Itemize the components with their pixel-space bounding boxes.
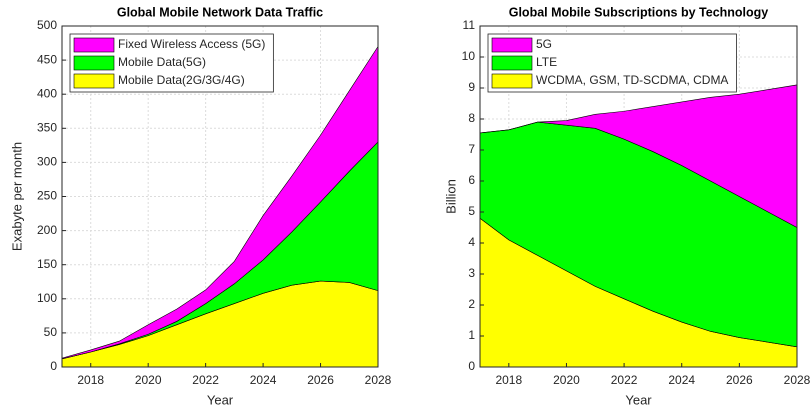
legend-label: 5G — [536, 37, 552, 51]
legend-swatch — [73, 37, 115, 53]
x-tick-label: 2022 — [611, 373, 638, 387]
legend-swatch — [73, 55, 115, 71]
y-tick-label: 100 — [37, 291, 57, 305]
y-tick-label: 0 — [468, 359, 475, 373]
legend-swatch — [73, 73, 115, 89]
legend-label: Mobile Data(5G) — [118, 55, 206, 69]
chart: 0 50 100 150 200 250 300 350 400 450 500 2018 2020 20… — [9, 5, 391, 407]
x-tick-label: 2018 — [77, 373, 104, 387]
legend-swatch — [491, 37, 533, 53]
x-tick-label: 2026 — [307, 373, 334, 387]
y-tick-label: 5 — [468, 204, 475, 218]
x-tick-label: 2018 — [495, 373, 522, 387]
y-tick-label: 1 — [468, 328, 475, 342]
y-tick-label: 3 — [468, 266, 475, 280]
x-tick-label: 2024 — [668, 373, 695, 387]
chart-title: Global Mobile Network Data Traffic — [117, 5, 323, 19]
y-tick-label: 250 — [37, 189, 57, 203]
x-tick-label: 2026 — [726, 373, 753, 387]
y-tick-label: 500 — [37, 18, 57, 32]
y-axis-label: Exabyte per month — [9, 142, 24, 251]
legend-label: Mobile Data(2G/3G/4G) — [118, 73, 245, 87]
x-axis-label: Year — [207, 392, 234, 407]
x-axis-label: Year — [625, 392, 652, 407]
y-tick-label: 10 — [462, 49, 476, 63]
x-tick-label: 2020 — [135, 373, 162, 387]
y-axis-label: Billion — [443, 179, 458, 214]
x-tick-label: 2022 — [192, 373, 219, 387]
y-tick-label: 200 — [37, 223, 57, 237]
legend-label: Fixed Wireless Access (5G) — [118, 37, 265, 51]
y-tick-label: 50 — [44, 325, 58, 339]
y-tick-label: 450 — [37, 52, 57, 66]
y-tick-label: 300 — [37, 155, 57, 169]
y-tick-label: 7 — [468, 142, 475, 156]
legend: 5G LTE WCDMA, GSM, TD-SCDMA, CDMA — [487, 33, 737, 93]
chart-title: Global Mobile Subscriptions by Technolog… — [509, 5, 769, 19]
x-tick-label: 2028 — [784, 373, 811, 387]
legend-label: WCDMA, GSM, TD-SCDMA, CDMA — [536, 73, 728, 87]
plot-frame — [479, 25, 798, 368]
x-tick-label: 2024 — [250, 373, 277, 387]
y-tick-label: 9 — [468, 80, 475, 94]
chart: 0 1 2 3 4 5 6 7 8 9 10 11 2018 2020 2022 2024 2026 2028 Gl… — [443, 5, 810, 407]
y-tick-label: 150 — [37, 257, 57, 271]
legend-swatch — [491, 55, 533, 71]
x-tick-label: 2020 — [553, 373, 580, 387]
y-tick-label: 11 — [463, 18, 476, 32]
y-tick-label: 400 — [37, 86, 57, 100]
y-tick-label: 0 — [50, 359, 57, 373]
y-tick-label: 2 — [468, 297, 475, 311]
y-tick-label: 350 — [37, 120, 57, 134]
y-tick-label: 8 — [468, 111, 475, 125]
legend-swatch — [491, 73, 533, 89]
y-tick-label: 6 — [468, 173, 475, 187]
legend: Fixed Wireless Access (5G) Mobile Data(5G… — [69, 33, 274, 93]
x-tick-label: 2028 — [365, 373, 392, 387]
y-tick-label: 4 — [468, 235, 475, 249]
legend-label: LTE — [536, 55, 557, 69]
